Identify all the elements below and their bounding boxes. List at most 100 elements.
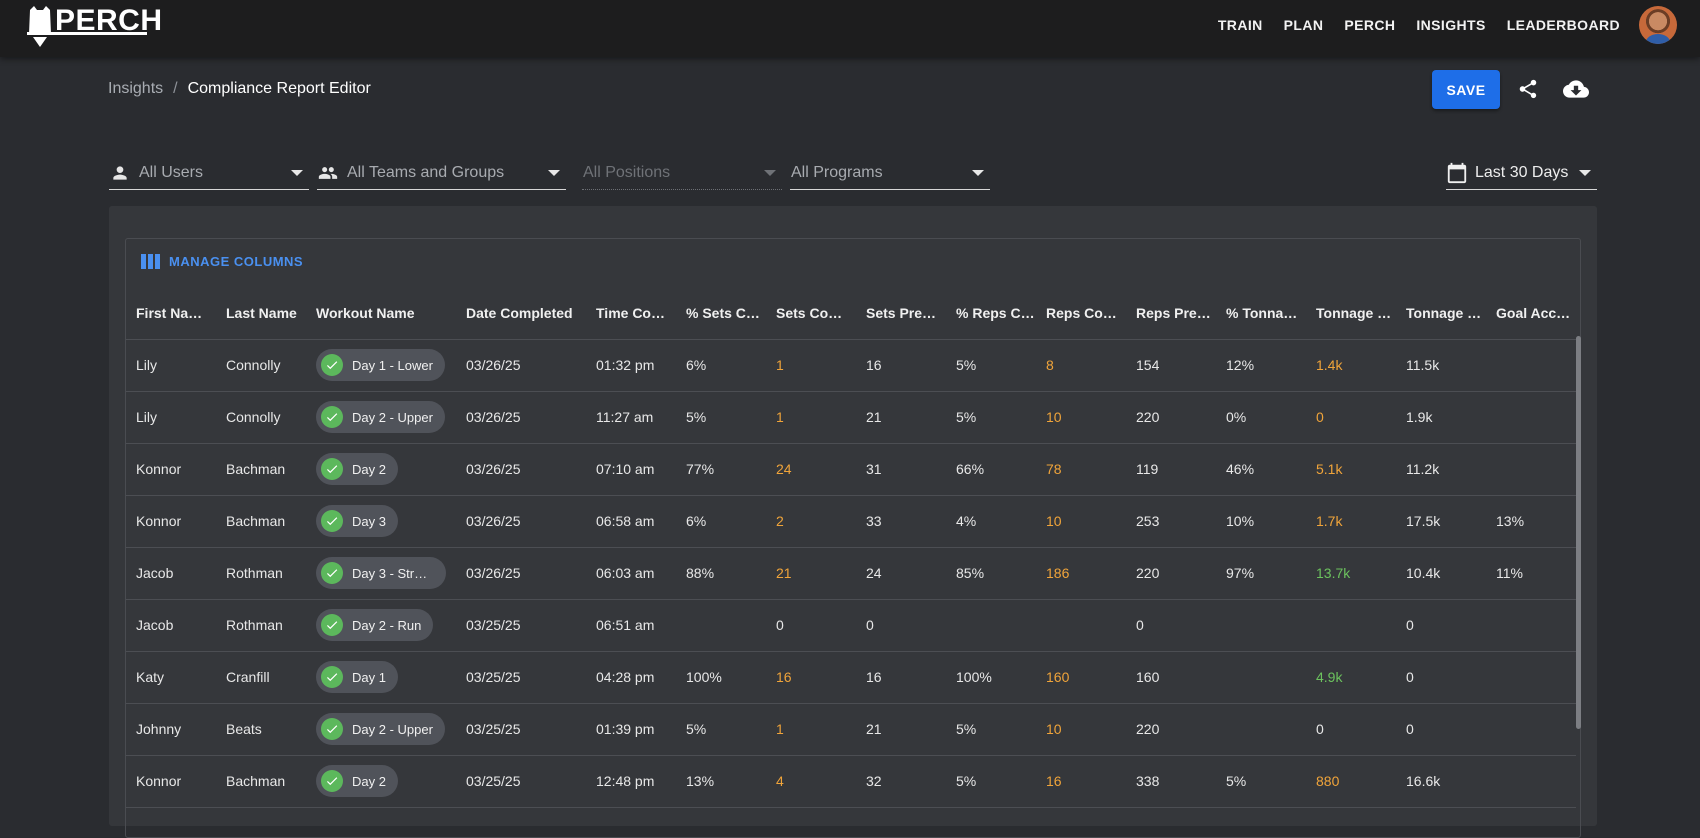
- table-cell: 10: [1036, 703, 1126, 756]
- table-cell: 03/26/25: [456, 495, 586, 548]
- table-cell: 6%: [676, 339, 766, 392]
- table-row[interactable]: Jacob Rothman Day 3 - Stre… 03/26/25 06:03 a…: [126, 547, 1576, 600]
- table-cell: Connolly: [216, 391, 306, 444]
- user-avatar[interactable]: [1639, 6, 1677, 44]
- table-row[interactable]: Konnor Bachman Day 3 03/26/25 06:58 am 6% 2 33 4…: [126, 495, 1576, 548]
- column-header[interactable]: Date Completed: [456, 287, 586, 340]
- column-header[interactable]: Workout Name: [306, 287, 456, 340]
- table-cell: [1486, 755, 1576, 808]
- chevron-down-icon: [764, 170, 776, 176]
- table-cell: 5%: [676, 391, 766, 444]
- chevron-down-icon: [1579, 170, 1591, 176]
- programs-filter[interactable]: All Programs: [790, 157, 990, 190]
- table-cell: 16: [856, 339, 946, 392]
- table-cell: 03/25/25: [456, 599, 586, 652]
- nav-leaderboard[interactable]: LEADERBOARD: [1506, 17, 1620, 33]
- table-cell: 2: [766, 495, 856, 548]
- column-header[interactable]: Last Name: [216, 287, 306, 340]
- table-row[interactable]: Lily Connolly Day 1 - Lower 03/26/25 01:32 p…: [126, 339, 1576, 392]
- table-cell: 220: [1126, 547, 1216, 600]
- table-cell: Day 3: [306, 495, 456, 548]
- column-header[interactable]: Sets Co…: [766, 287, 856, 340]
- nav-perch[interactable]: PERCH: [1344, 17, 1396, 33]
- table-cell: 0: [1306, 391, 1396, 444]
- column-header[interactable]: Reps Pre…: [1126, 287, 1216, 340]
- column-header[interactable]: Tonnage …: [1306, 287, 1396, 340]
- workout-chip[interactable]: Day 2 - Upper: [316, 713, 445, 745]
- workout-chip[interactable]: Day 3: [316, 505, 398, 537]
- table-row[interactable]: Jacob Rothman Day 2 - Run 03/25/25 06:51 am 0…: [126, 599, 1576, 652]
- table-cell: 5%: [946, 703, 1036, 756]
- table-cell: 24: [766, 443, 856, 496]
- breadcrumb-separator: /: [173, 80, 178, 97]
- table-row[interactable]: Johnny Beats Day 2 - Upper 03/25/25 01:39 pm…: [126, 703, 1576, 756]
- table-row[interactable]: Konnor Bachman Day 2 03/25/25 12:48 pm 13% 4 32…: [126, 755, 1576, 808]
- column-header[interactable]: Goal Acc…: [1486, 287, 1576, 340]
- nav-plan[interactable]: PLAN: [1283, 17, 1324, 33]
- table-scrollbar[interactable]: [1576, 336, 1581, 729]
- workout-chip[interactable]: Day 2: [316, 765, 398, 797]
- cloud-download-icon[interactable]: [1561, 74, 1591, 104]
- table-cell: 11:27 am: [586, 391, 676, 444]
- table-cell: Day 1: [306, 651, 456, 704]
- column-header[interactable]: % Sets C…: [676, 287, 766, 340]
- workout-chip[interactable]: Day 2 - Run: [316, 609, 434, 641]
- table-cell: 33: [856, 495, 946, 548]
- table-cell: [1216, 651, 1306, 704]
- table-cell: 07:10 am: [586, 443, 676, 496]
- nav-insights[interactable]: INSIGHTS: [1416, 17, 1486, 33]
- table-cell: 1.9k: [1396, 391, 1486, 444]
- column-header[interactable]: Time Co…: [586, 287, 676, 340]
- table-cell: 32: [856, 755, 946, 808]
- table-cell: 186: [1036, 547, 1126, 600]
- column-header[interactable]: First Na…: [126, 287, 216, 340]
- logo-underline: [27, 32, 147, 35]
- table-cell: 03/26/25: [456, 443, 586, 496]
- column-header[interactable]: % Tonna…: [1216, 287, 1306, 340]
- column-header[interactable]: Sets Pre…: [856, 287, 946, 340]
- workout-chip[interactable]: Day 1: [316, 661, 398, 693]
- column-header[interactable]: % Reps C…: [946, 287, 1036, 340]
- column-header[interactable]: Reps Co…: [1036, 287, 1126, 340]
- compliance-data-grid: MANAGE COLUMNS First Na… Last Name Workout…: [125, 238, 1581, 838]
- workout-name: Day 3 - Stre…: [352, 565, 434, 581]
- column-header[interactable]: Tonnage …: [1396, 287, 1486, 340]
- workout-chip[interactable]: Day 2 - Upper: [316, 401, 445, 433]
- teams-filter[interactable]: All Teams and Groups: [317, 157, 566, 190]
- save-button[interactable]: SAVE: [1432, 70, 1500, 109]
- share-icon[interactable]: [1513, 74, 1543, 104]
- workout-chip[interactable]: Day 3 - Stre…: [316, 557, 446, 589]
- top-app-bar: PERCH TRAIN PLAN PERCH INSIGHTS LEADERBO…: [0, 0, 1700, 57]
- table-cell: Bachman: [216, 495, 306, 548]
- workout-chip[interactable]: Day 1 - Lower: [316, 349, 445, 381]
- users-filter[interactable]: All Users: [109, 157, 309, 190]
- nav-train[interactable]: TRAIN: [1217, 17, 1263, 33]
- table-cell: 0: [1396, 703, 1486, 756]
- check-circle-icon: [321, 666, 343, 688]
- workout-name: Day 2: [352, 461, 386, 477]
- table-cell: 1: [766, 703, 856, 756]
- table-cell: 16: [766, 651, 856, 704]
- table-cell: 0%: [1216, 391, 1306, 444]
- workout-chip[interactable]: Day 2: [316, 453, 398, 485]
- workout-name: Day 2: [352, 773, 386, 789]
- table-cell: 11%: [1486, 547, 1576, 600]
- table-row[interactable]: Konnor Bachman Day 2 03/26/25 07:10 am 77% 24 3…: [126, 443, 1576, 496]
- table-cell: 24: [856, 547, 946, 600]
- programs-filter-value: All Programs: [791, 164, 883, 181]
- table-row[interactable]: Lily Connolly Day 2 - Upper 03/26/25 11:27 a…: [126, 391, 1576, 444]
- table-row[interactable]: Katy Cranfill Day 1 03/25/25 04:28 pm 100% 16 1…: [126, 651, 1576, 704]
- date-range-filter[interactable]: Last 30 Days: [1446, 157, 1597, 190]
- manage-columns-button[interactable]: MANAGE COLUMNS: [141, 254, 303, 269]
- table-cell: 0: [856, 599, 946, 652]
- table-cell: 12%: [1216, 339, 1306, 392]
- perch-logo[interactable]: PERCH: [27, 4, 163, 47]
- table-cell: 21: [856, 391, 946, 444]
- check-circle-icon: [321, 354, 343, 376]
- owl-logo-icon: [29, 6, 51, 47]
- table-cell: Johnny: [126, 703, 216, 756]
- main-nav: TRAIN PLAN PERCH INSIGHTS LEADERBOARD: [1218, 0, 1700, 50]
- breadcrumb-insights[interactable]: Insights: [108, 80, 164, 97]
- table-cell: 8: [1036, 339, 1126, 392]
- table-cell: Konnor: [126, 443, 216, 496]
